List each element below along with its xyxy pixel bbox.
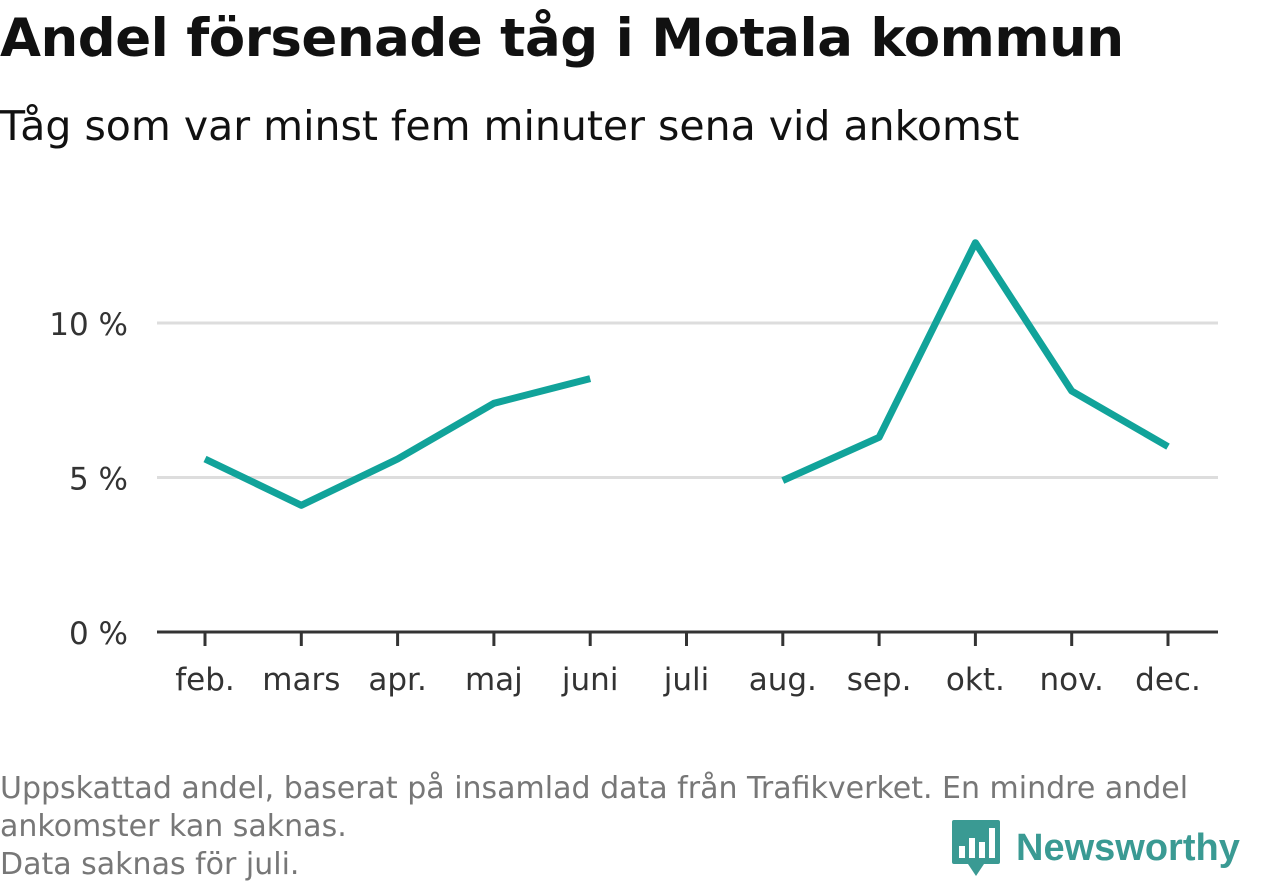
x-axis-tick-labels: feb. mars apr. maj juni juli aug. sep. okt. nov. d… (175, 662, 1201, 698)
line-chart: 0 % 5 % 10 % feb. mars apr. maj juni juli aug. se… (49, 239, 1218, 698)
x-tick-label: juli (663, 662, 710, 698)
x-tick-label: okt. (946, 662, 1005, 698)
series-line-segment (203, 375, 592, 509)
footnote-line-1: Uppskattad andel, baserat på insamlad da… (0, 771, 1189, 806)
x-axis (157, 630, 1218, 646)
bar-chart-speech-bubble-icon (952, 820, 1000, 876)
x-tick-label: apr. (368, 662, 426, 698)
x-tick-label: feb. (175, 662, 235, 698)
newsworthy-logo: Newsworthy (950, 818, 1240, 878)
x-tick-label: sep. (847, 662, 912, 698)
x-tick-label: aug. (749, 662, 817, 698)
y-tick-label: 5 % (69, 462, 128, 498)
x-tick-label: maj (465, 662, 523, 698)
footnote-line-2: ankomster kan saknas. (0, 809, 347, 844)
series-lines (203, 239, 1170, 509)
chart-subtitle: Tåg som var minst fem minuter sena vid a… (0, 102, 1020, 150)
footnote: Uppskattad andel, baserat på insamlad da… (0, 770, 1250, 884)
series-line-segment (781, 239, 1170, 484)
chart-title: Andel försenade tåg i Motala kommun (0, 8, 1124, 69)
gridlines (157, 321, 1218, 479)
y-axis-tick-labels: 0 % 5 % 10 % (49, 307, 128, 652)
y-tick-label: 0 % (69, 616, 128, 652)
x-tick-label: dec. (1135, 662, 1201, 698)
x-tick-label: juni (561, 662, 619, 698)
logo-text: Newsworthy (1016, 826, 1240, 869)
x-tick-label: mars (262, 662, 340, 698)
footnote-line-3: Data saknas för juli. (0, 847, 300, 882)
x-tick-label: nov. (1039, 662, 1103, 698)
y-tick-label: 10 % (49, 307, 128, 343)
